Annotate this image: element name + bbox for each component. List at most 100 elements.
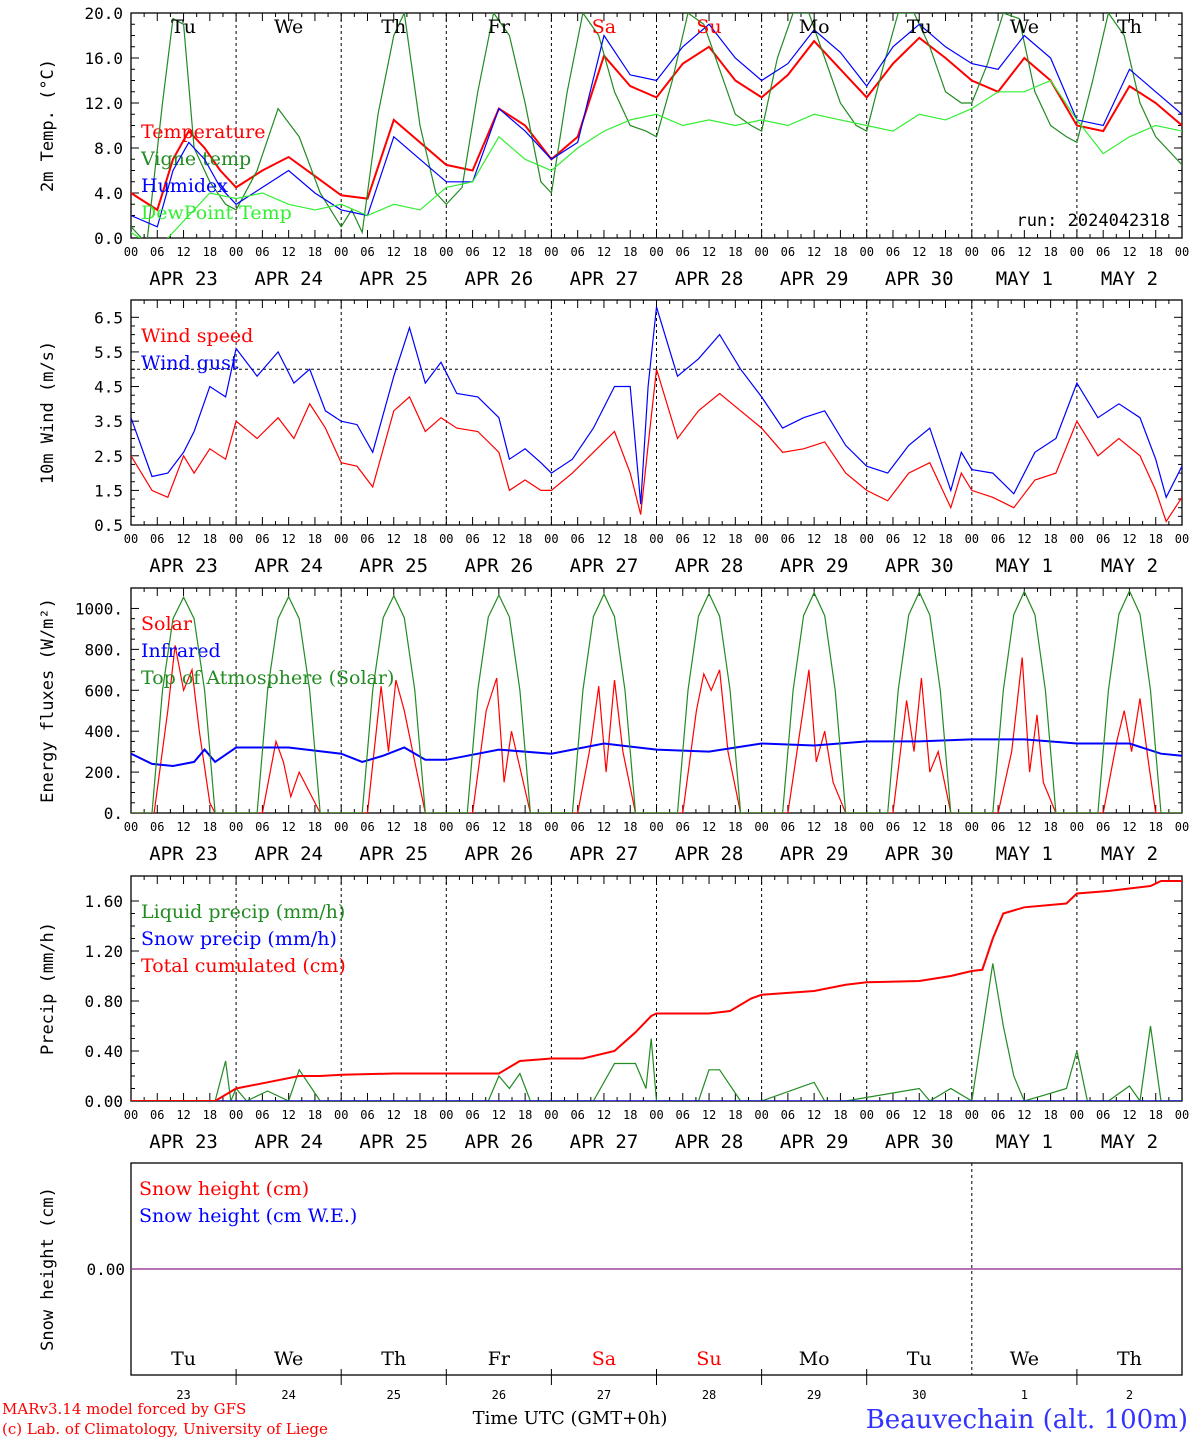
series-line-liquid-precip-mm-h- xyxy=(131,963,1182,1101)
hour-label: 12 xyxy=(702,532,716,546)
hour-label: 00 xyxy=(229,245,243,259)
y-tick-label: 4.5 xyxy=(94,378,123,397)
date-label: APR 25 xyxy=(359,268,428,290)
hour-label: 06 xyxy=(781,1108,795,1122)
hour-label: 06 xyxy=(360,1108,374,1122)
hour-label: 18 xyxy=(203,245,217,259)
hour-label: 12 xyxy=(387,820,401,834)
hour-label: 12 xyxy=(1122,245,1136,259)
panel-3: 00 06 12 18 00 06 12 18 00 06 12 18 00 06 12 18 00 06 12 18… xyxy=(38,587,1189,865)
y-tick-label: 12.0 xyxy=(84,94,123,113)
hour-label: 00 xyxy=(754,245,768,259)
date-label: APR 24 xyxy=(254,843,323,865)
hour-label: 06 xyxy=(1096,532,1110,546)
y-tick-label: 5.5 xyxy=(94,343,123,362)
hour-label: 18 xyxy=(1148,1108,1162,1122)
date-label: MAY 2 xyxy=(1101,843,1158,865)
date-label: APR 26 xyxy=(465,555,534,577)
hour-label: 00 xyxy=(754,532,768,546)
hour-label: 06 xyxy=(1096,820,1110,834)
date-label: APR 30 xyxy=(885,1131,954,1153)
hour-label: 18 xyxy=(1043,532,1057,546)
day-number-label: 26 xyxy=(492,1388,506,1402)
hour-label: 00 xyxy=(334,532,348,546)
hour-label: 12 xyxy=(807,532,821,546)
hour-label: 18 xyxy=(833,820,847,834)
date-label: APR 27 xyxy=(570,843,639,865)
legend-entry: Wind speed xyxy=(141,325,253,347)
weekday-label: Tu xyxy=(171,16,196,38)
hour-label: 00 xyxy=(229,532,243,546)
date-label: APR 24 xyxy=(254,555,323,577)
hour-label: 18 xyxy=(938,820,952,834)
hour-label: 00 xyxy=(859,820,873,834)
date-label: APR 28 xyxy=(675,268,744,290)
hour-label: 18 xyxy=(308,245,322,259)
hour-label: 00 xyxy=(965,1108,979,1122)
hour-label: 12 xyxy=(281,532,295,546)
date-label: APR 28 xyxy=(675,843,744,865)
hour-label: 18 xyxy=(203,820,217,834)
hour-label: 00 xyxy=(334,820,348,834)
hour-label: 12 xyxy=(492,820,506,834)
day-number-label: 30 xyxy=(912,1388,926,1402)
hour-label: 06 xyxy=(781,532,795,546)
hour-label: 06 xyxy=(676,532,690,546)
y-tick-label: 0.00 xyxy=(86,1260,125,1279)
footer-model-line: MARv3.14 model forced by GFS xyxy=(2,1400,246,1418)
hour-label: 18 xyxy=(1148,245,1162,259)
hour-label: 00 xyxy=(334,245,348,259)
hour-label: 06 xyxy=(150,820,164,834)
hour-label: 12 xyxy=(492,532,506,546)
hour-label: 06 xyxy=(886,1108,900,1122)
date-label: APR 25 xyxy=(359,1131,428,1153)
hour-label: 00 xyxy=(124,1108,138,1122)
day-number-label: 27 xyxy=(597,1388,611,1402)
hour-label: 12 xyxy=(807,245,821,259)
hour-label: 12 xyxy=(1017,820,1031,834)
date-label: APR 24 xyxy=(254,268,323,290)
time-axis-label: Time UTC (GMT+0h) xyxy=(473,1408,668,1429)
y-axis-title: 10m Wind (m/s) xyxy=(38,341,58,484)
run-annotation: run: 2024042318 xyxy=(1016,211,1170,231)
y-tick-label: 0.5 xyxy=(94,516,123,535)
hour-label: 12 xyxy=(176,1108,190,1122)
hour-label: 12 xyxy=(807,1108,821,1122)
hour-label: 06 xyxy=(676,1108,690,1122)
hour-label: 00 xyxy=(544,820,558,834)
date-label: APR 23 xyxy=(149,843,218,865)
hour-label: 00 xyxy=(229,1108,243,1122)
legend-entry: DewPoint Temp xyxy=(141,202,292,224)
date-label: MAY 1 xyxy=(996,1131,1053,1153)
hour-label: 00 xyxy=(1175,245,1189,259)
hour-label: 18 xyxy=(1148,820,1162,834)
hour-label: 06 xyxy=(886,532,900,546)
weekday-label: We xyxy=(1010,1348,1039,1370)
hour-label: 18 xyxy=(938,245,952,259)
series-line-vigne-temp xyxy=(131,13,1182,238)
y-axis-title: Precip (mm/h) xyxy=(38,922,58,1055)
date-label: APR 28 xyxy=(675,1131,744,1153)
hour-label: 12 xyxy=(1017,532,1031,546)
date-label: APR 29 xyxy=(780,555,849,577)
y-tick-label: 1000. xyxy=(75,599,123,618)
hour-label: 00 xyxy=(1070,1108,1084,1122)
hour-label: 12 xyxy=(1122,532,1136,546)
y-tick-label: 8.0 xyxy=(94,139,123,158)
hour-label: 12 xyxy=(807,820,821,834)
hour-label: 18 xyxy=(833,245,847,259)
hour-label: 12 xyxy=(176,820,190,834)
hour-label: 18 xyxy=(203,1108,217,1122)
hour-label: 18 xyxy=(308,1108,322,1122)
hour-label: 06 xyxy=(991,532,1005,546)
hour-label: 06 xyxy=(465,820,479,834)
legend-entry: Solar xyxy=(141,613,193,635)
hour-label: 12 xyxy=(702,1108,716,1122)
hour-label: 12 xyxy=(1122,1108,1136,1122)
hour-label: 12 xyxy=(912,820,926,834)
hour-label: 00 xyxy=(439,245,453,259)
y-axis-title: 2m Temp. (°C) xyxy=(38,59,58,192)
hour-label: 18 xyxy=(518,245,532,259)
hour-label: 06 xyxy=(150,1108,164,1122)
weekday-label: Th xyxy=(1117,1348,1142,1370)
